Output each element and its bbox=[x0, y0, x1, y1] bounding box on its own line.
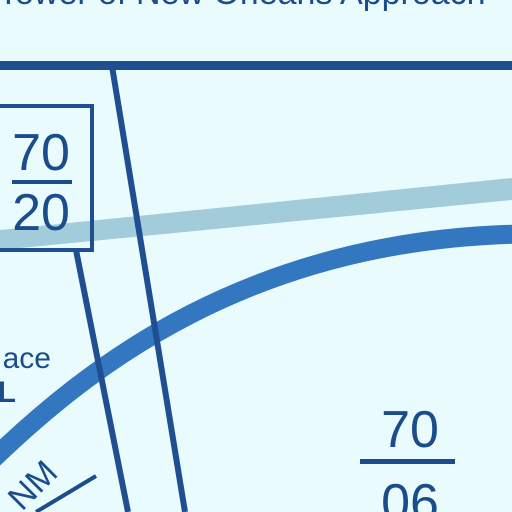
top-frame-line bbox=[0, 61, 512, 70]
altitude-floor-right: 06 bbox=[381, 474, 439, 512]
altitude-ceiling-right: 70 bbox=[381, 401, 439, 459]
altitude-divider-left bbox=[12, 180, 72, 184]
diagonal-frame-line-inner bbox=[109, 65, 188, 512]
altitude-box-left bbox=[0, 104, 94, 252]
airspace-label-line2: L bbox=[0, 376, 16, 409]
altitude-floor-left: 20 bbox=[12, 184, 70, 242]
route-band bbox=[0, 178, 512, 250]
altitude-ceiling-left: 70 bbox=[12, 124, 70, 182]
diagonal-frame-line-outer bbox=[73, 249, 131, 512]
altitude-divider-right bbox=[360, 459, 455, 464]
distance-arc-label-underline bbox=[34, 474, 98, 512]
airspace-label-line1: ace bbox=[3, 342, 51, 375]
header-text: Tower of New Orleans Approach bbox=[0, 0, 486, 12]
distance-arc bbox=[0, 224, 512, 466]
